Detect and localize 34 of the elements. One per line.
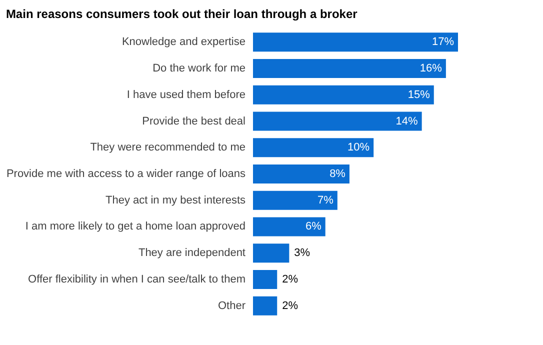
- bar: [253, 244, 290, 263]
- bar: [253, 59, 446, 78]
- data-label: 2%: [282, 273, 298, 286]
- y-tick-label: They are independent: [138, 247, 246, 260]
- bar: [253, 217, 326, 236]
- data-label: 8%: [330, 168, 346, 180]
- bar: [253, 85, 434, 104]
- y-tick-label: Other: [218, 300, 246, 312]
- data-label: 10%: [348, 142, 370, 154]
- data-label: 3%: [294, 247, 310, 260]
- y-tick-label: Provide me with access to a wider range of loans: [6, 168, 246, 180]
- data-label: 16%: [420, 62, 442, 75]
- bar: [253, 138, 374, 158]
- bar: [253, 112, 422, 131]
- bar: [253, 190, 338, 210]
- data-label: 17%: [432, 36, 454, 48]
- y-tick-label: Knowledge and expertise: [122, 36, 246, 48]
- data-label: 2%: [282, 300, 298, 312]
- y-tick-label: They act in my best interests: [106, 194, 246, 206]
- data-label: 14%: [396, 115, 418, 128]
- y-tick-label: They were recommended to me: [90, 142, 246, 154]
- y-tick-label: Provide the best deal: [142, 115, 246, 128]
- y-tick-label: Offer flexibility in when I can see/talk to them: [28, 273, 246, 286]
- data-label: 15%: [408, 88, 430, 101]
- data-label: 6%: [305, 220, 322, 233]
- bar: [253, 164, 350, 184]
- bar: [253, 296, 278, 316]
- chart-title: Main reasons consumers took out their loan through a broker: [6, 7, 358, 21]
- y-tick-label: Do the work for me: [152, 62, 246, 75]
- data-label: 7%: [318, 194, 334, 206]
- y-tick-label: I have used them before: [126, 88, 246, 101]
- y-tick-label: I am more likely to get a home loan approved: [25, 220, 246, 233]
- bar: [253, 32, 458, 52]
- bar: [253, 270, 278, 289]
